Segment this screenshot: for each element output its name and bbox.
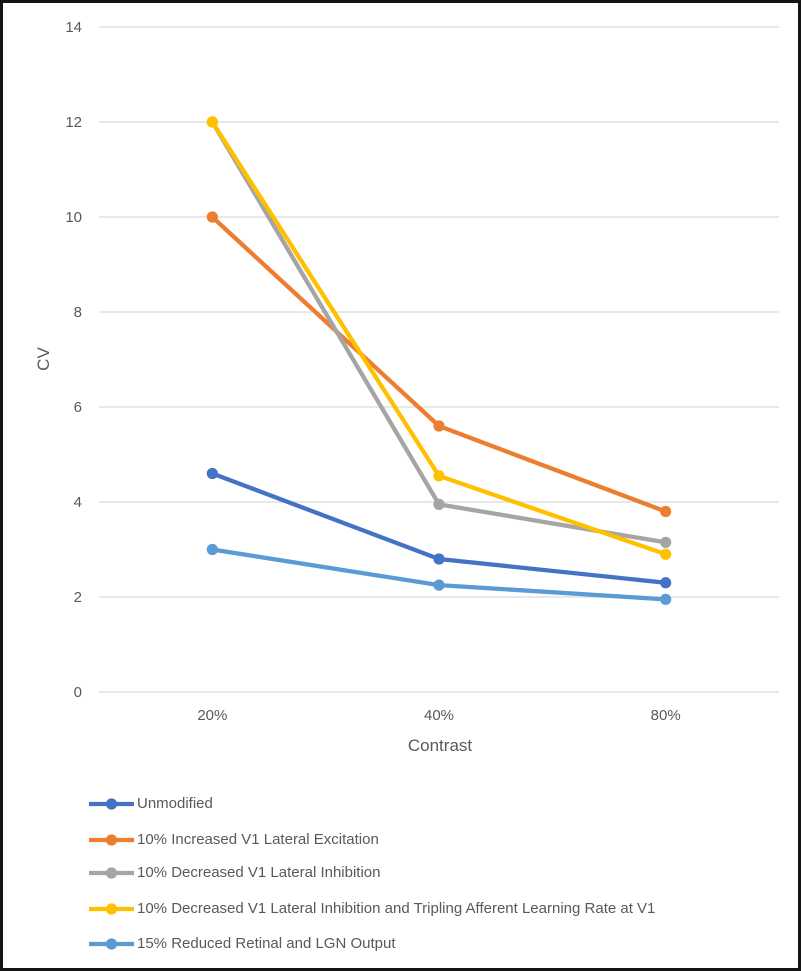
y-tick-label: 2: [74, 589, 82, 606]
y-tick-label: 8: [74, 304, 82, 321]
legend-marker-icon: [89, 902, 134, 915]
data-point: [206, 211, 218, 223]
data-point: [433, 498, 445, 510]
y-tick-label: 12: [65, 114, 82, 131]
data-point: [433, 579, 445, 591]
y-tick-label: 4: [74, 494, 82, 511]
y-tick-label: 10: [65, 209, 82, 226]
x-tick-label: 40%: [424, 707, 454, 724]
data-point: [433, 553, 445, 565]
data-point: [206, 543, 218, 556]
data-point: [660, 577, 672, 589]
y-tick-label: 14: [65, 19, 82, 36]
data-point: [206, 467, 218, 480]
data-point: [660, 548, 672, 560]
legend-item: 10% Decreased V1 Lateral Inhibition: [88, 864, 381, 881]
data-point: [433, 470, 445, 482]
data-point: [660, 536, 672, 548]
legend-item: Unmodified: [88, 795, 213, 812]
legend-item: 15% Reduced Retinal and LGN Output: [88, 935, 396, 952]
data-point: [433, 420, 445, 432]
legend-label: 10% Decreased V1 Lateral Inhibition and …: [137, 900, 656, 917]
legend-marker-icon: [89, 866, 134, 879]
legend-marker-icon: [89, 833, 134, 846]
x-tick-label: 20%: [197, 707, 227, 724]
data-point: [206, 116, 218, 128]
legend-label: 10% Decreased V1 Lateral Inhibition: [137, 864, 381, 881]
legend-item: 10% Increased V1 Lateral Excitation: [88, 831, 379, 848]
legend-label: 10% Increased V1 Lateral Excitation: [137, 831, 379, 848]
series-line: [210, 119, 668, 557]
y-tick-label: 6: [74, 399, 82, 416]
data-point: [660, 593, 672, 605]
y-axis-title: CV: [34, 347, 53, 371]
x-axis-title: Contrast: [407, 736, 473, 755]
series-line: [210, 471, 668, 585]
series-line: [210, 214, 668, 514]
y-tick-label: 0: [74, 684, 82, 701]
line-chart: 0 2 4 6 8 10 12 14 20% 40% 80%: [65, 19, 779, 724]
legend-item: 10% Decreased V1 Lateral Inhibition and …: [88, 900, 656, 917]
data-point: [660, 505, 672, 518]
legend-marker-icon: [89, 937, 134, 950]
x-tick-label: 80%: [651, 707, 681, 724]
legend-label: Unmodified: [137, 795, 213, 812]
legend-label: 15% Reduced Retinal and LGN Output: [137, 935, 396, 952]
legend-marker-icon: [89, 797, 134, 810]
